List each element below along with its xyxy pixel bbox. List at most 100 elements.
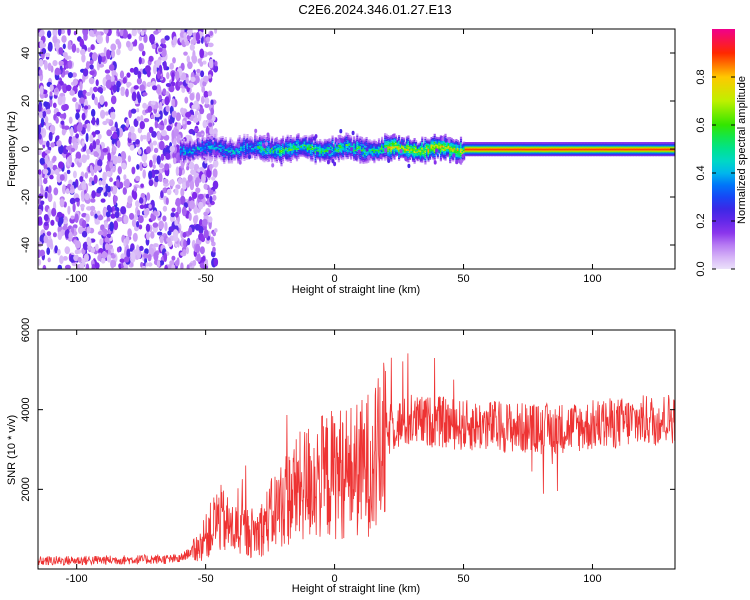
spectrogram-cell bbox=[77, 256, 82, 263]
spectrogram-cell bbox=[322, 159, 325, 162]
spectrogram-cell bbox=[230, 151, 234, 154]
spectrogram-cell bbox=[317, 142, 320, 145]
spectrogram-cell bbox=[348, 150, 351, 153]
spectrogram-cell bbox=[255, 139, 258, 142]
spectrogram-cell bbox=[38, 169, 42, 175]
spectrogram-cell bbox=[247, 151, 251, 154]
spectrogram-cell bbox=[58, 60, 64, 66]
spectrogram-cell bbox=[343, 144, 347, 147]
spectrogram-cell bbox=[72, 202, 76, 213]
spectrogram-cell bbox=[203, 150, 206, 153]
spectrogram-cell bbox=[48, 185, 52, 194]
spectrogram-cell bbox=[393, 157, 396, 160]
spectrogram-cell bbox=[309, 157, 312, 160]
spectrogram-cell bbox=[306, 155, 309, 158]
spectrogram-cell bbox=[268, 142, 271, 145]
spectrogram-cell bbox=[243, 149, 246, 152]
spectrogram-cell bbox=[244, 144, 247, 146]
spectrogram-cell bbox=[203, 144, 206, 146]
spectrogram-cell bbox=[193, 148, 196, 151]
spectrogram-cell bbox=[303, 146, 306, 148]
spectrogram-cell bbox=[142, 162, 148, 167]
spectrogram-cell bbox=[311, 148, 314, 150]
spectrogram-cell bbox=[192, 191, 198, 199]
spectrogram-cell bbox=[130, 251, 136, 261]
spectrogram-cell bbox=[234, 147, 237, 150]
spectrogram-cell bbox=[52, 35, 58, 44]
spectrogram-cell bbox=[230, 139, 234, 142]
spectrogram-cell bbox=[221, 159, 224, 162]
spectrogram-cell bbox=[112, 146, 117, 152]
spectrogram-cell bbox=[251, 156, 254, 159]
spectrogram-cell bbox=[182, 149, 186, 152]
spectrogram-cell bbox=[198, 140, 201, 143]
spectrogram-cell bbox=[237, 152, 240, 155]
spectrogram-cell bbox=[329, 139, 333, 141]
spectrogram-cell bbox=[271, 160, 274, 163]
spectrogram-cell bbox=[235, 156, 238, 159]
spectrogram-cell bbox=[329, 155, 333, 157]
spectrogram-cell bbox=[158, 163, 164, 169]
spectrogram-cell bbox=[314, 147, 317, 149]
spectrogram-cell bbox=[299, 138, 302, 141]
spectrogram-cell bbox=[323, 150, 326, 153]
spectrogram-cell bbox=[193, 150, 196, 153]
spectrogram-cell bbox=[136, 108, 140, 113]
spectrogram-cell bbox=[271, 156, 274, 159]
spectrogram-cell bbox=[203, 149, 206, 151]
spectrogram-cell bbox=[339, 144, 342, 147]
spectrogram-cell bbox=[209, 138, 212, 141]
spectrogram-cell bbox=[40, 117, 45, 128]
spectrogram-cell bbox=[75, 101, 79, 110]
spectrogram-cell bbox=[266, 132, 270, 137]
spectrogram-cell bbox=[199, 61, 204, 67]
spectrogram-cell bbox=[255, 141, 258, 143]
spectrogram-cell bbox=[272, 144, 275, 147]
spectrogram-cell bbox=[92, 140, 97, 150]
spectrogram-cell bbox=[84, 172, 89, 179]
spectrogram-cell bbox=[217, 154, 220, 157]
spectrogram-cell bbox=[196, 156, 200, 158]
spectrogram-cell bbox=[291, 150, 294, 152]
spectrogram-cell bbox=[238, 160, 242, 165]
spectrogram-cell bbox=[252, 146, 255, 149]
spectrogram-cell bbox=[278, 139, 282, 142]
spectrogram-cell bbox=[195, 31, 200, 42]
spectrogram-cell bbox=[257, 148, 260, 150]
spectrogram-cell bbox=[184, 156, 187, 159]
spectrogram-cell bbox=[343, 148, 347, 151]
spectrogram-cell bbox=[336, 146, 339, 148]
spectrogram-cell bbox=[209, 135, 212, 137]
spectrogram-cell bbox=[331, 141, 334, 144]
spectrogram-cell bbox=[274, 144, 277, 146]
spectrogram-cell bbox=[459, 136, 463, 139]
spectrogram-cell bbox=[207, 141, 210, 143]
spectrogram-cell bbox=[275, 136, 278, 139]
spectrogram-cell bbox=[328, 141, 331, 144]
spectrogram-cell bbox=[295, 147, 299, 150]
spectrogram-cell bbox=[218, 138, 221, 141]
spectrogram-cell bbox=[201, 158, 204, 161]
spectrogram-cell bbox=[147, 105, 153, 113]
spectrogram-cell bbox=[185, 180, 190, 188]
spectrogram-cell bbox=[271, 147, 274, 150]
spectrogram-cell bbox=[286, 138, 289, 141]
spectrogram-cell bbox=[64, 246, 71, 255]
spectrogram-cell bbox=[143, 208, 150, 216]
spectrogram-cell bbox=[244, 138, 247, 140]
spectrogram-cell bbox=[282, 157, 285, 160]
spectrogram-cell bbox=[189, 142, 192, 145]
spectrogram-cell bbox=[138, 224, 143, 230]
spectrogram-cell bbox=[286, 154, 289, 156]
spectrogram-cell bbox=[62, 43, 66, 50]
spectrogram-cell bbox=[308, 142, 311, 144]
spectrogram-cell bbox=[191, 54, 198, 64]
spectrogram-cell bbox=[145, 65, 151, 73]
spectrogram-cell bbox=[331, 152, 334, 155]
spectrogram-cell bbox=[326, 158, 329, 161]
spectrogram-cell bbox=[179, 139, 182, 142]
spectrogram-cell bbox=[312, 144, 316, 146]
spectrogram-cell bbox=[220, 153, 223, 156]
spectrogram-cell bbox=[210, 149, 213, 152]
spectrogram-cell bbox=[227, 147, 230, 150]
